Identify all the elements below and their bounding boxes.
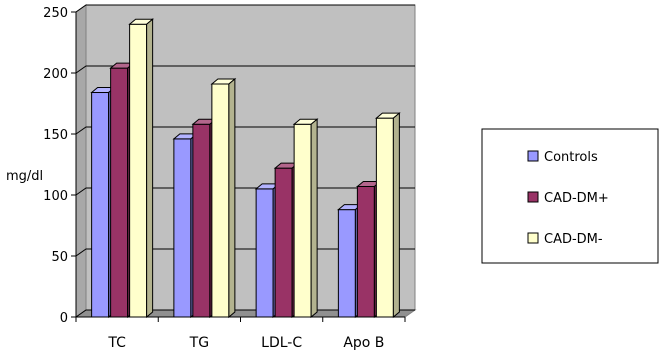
y-tick-label: 150: [43, 128, 68, 143]
y-tick-label: 250: [43, 6, 68, 21]
legend-swatch: [527, 191, 539, 203]
bar-side: [228, 77, 236, 319]
bar-tg-cad-dm-: [210, 77, 237, 319]
bar-front: [129, 23, 148, 318]
legend-box: [481, 128, 659, 264]
bar-front: [274, 167, 293, 318]
legend-item-cad-dm-: CAD-DM-: [527, 232, 603, 247]
x-tick-label: TC: [107, 335, 126, 351]
bar-side: [146, 18, 154, 319]
bar-front: [255, 188, 274, 318]
bar-ldl-c-cad-dm-: [292, 118, 319, 319]
bar-front: [173, 138, 192, 318]
x-axis-labels: TC TG LDL-C Apo B: [75, 316, 406, 351]
bar-front: [293, 123, 312, 318]
legend-label: CAD-DM-: [544, 232, 603, 247]
legend: Controls CAD-DM+ CAD-DM-: [481, 128, 659, 264]
legend-swatch: [527, 232, 539, 244]
x-tick-label: TG: [189, 335, 209, 351]
chart-side-wall: [75, 4, 87, 318]
gridline-4: [75, 65, 415, 74]
legend-item-controls: Controls: [527, 150, 598, 165]
y-axis-ticks: 0 50 100 150 200 250: [43, 6, 77, 326]
bar-front: [192, 123, 211, 318]
legend-swatch: [527, 150, 539, 162]
bar-side: [392, 112, 400, 319]
y-tick-label: 50: [51, 250, 68, 265]
y-tick-label: 0: [60, 311, 68, 326]
bar-front: [211, 83, 230, 318]
x-tick-label: Apo B: [343, 335, 384, 351]
bars: [90, 18, 401, 319]
bar-front: [356, 185, 375, 318]
bar-front: [110, 67, 129, 318]
bar-front: [375, 117, 394, 318]
y-tick-label: 100: [43, 189, 68, 204]
bar-side: [310, 118, 318, 319]
y-axis-title: mg/dl: [6, 169, 43, 184]
bar-front: [337, 209, 356, 318]
legend-item-cad-dm-: CAD-DM+: [527, 191, 609, 206]
bar-front: [91, 92, 110, 318]
legend-label: CAD-DM+: [544, 191, 609, 206]
bar-tc-cad-dm-: [128, 18, 155, 319]
y-tick-label: 200: [43, 67, 68, 82]
x-tick-label: LDL-C: [261, 335, 302, 351]
legend-label: Controls: [544, 150, 598, 165]
bar-apo-b-cad-dm-: [374, 112, 401, 319]
gridline-5: [75, 4, 415, 13]
